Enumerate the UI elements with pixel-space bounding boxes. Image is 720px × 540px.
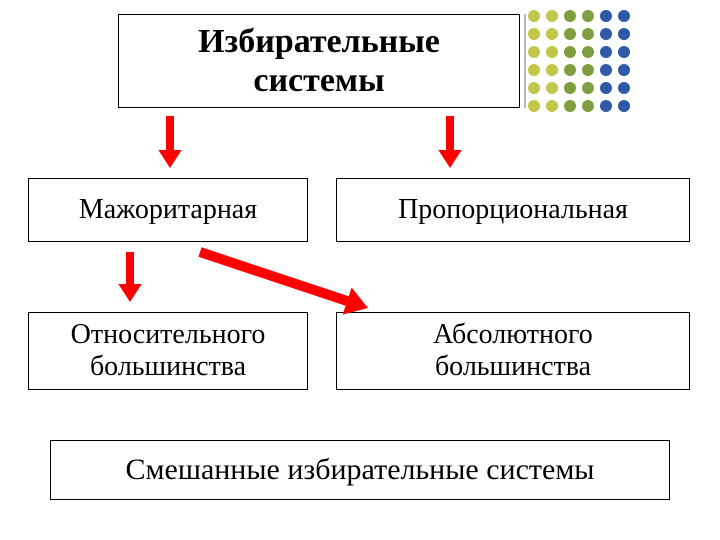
title-text: Избирательныесистемы [198,22,440,100]
majoritarian-box: Мажоритарная [28,178,308,242]
mixed-systems-label: Смешанные избирательные системы [126,453,595,488]
title-box: Избирательныесистемы [118,14,520,108]
absolute-majority-label: Абсолютногобольшинства [433,319,593,383]
relative-majority-box: Относительногобольшинства [28,312,308,390]
majoritarian-label: Мажоритарная [79,194,257,226]
absolute-majority-box: Абсолютногобольшинства [336,312,690,390]
proportional-label: Пропорциональная [398,194,628,226]
relative-majority-label: Относительногобольшинства [71,319,266,383]
proportional-box: Пропорциональная [336,178,690,242]
mixed-systems-box: Смешанные избирательные системы [50,440,670,500]
divider-line [524,14,526,108]
decorative-dot-grid [528,10,636,118]
